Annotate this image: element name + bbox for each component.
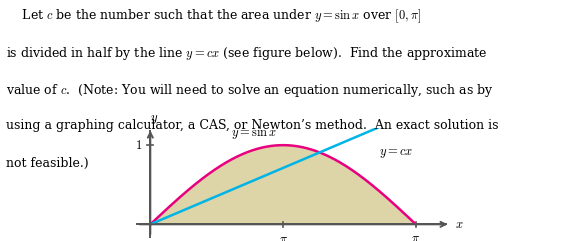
Text: $y$: $y$ (150, 113, 159, 126)
Text: not feasible.): not feasible.) (6, 157, 88, 170)
Text: using a graphing calculator, a CAS, or Newton’s method.  An exact solution is: using a graphing calculator, a CAS, or N… (6, 119, 498, 132)
Text: $y = cx$: $y = cx$ (378, 147, 413, 160)
Text: $\dfrac{\pi}{2}$: $\dfrac{\pi}{2}$ (279, 235, 288, 241)
Text: Let $c$ be the number such that the area under $y = \sin x$ over $[0, \pi]$: Let $c$ be the number such that the area… (6, 7, 421, 25)
Text: $y = \sin x$: $y = \sin x$ (231, 125, 276, 141)
Text: $1$: $1$ (135, 139, 142, 152)
Text: $\pi$: $\pi$ (412, 232, 421, 241)
Text: is divided in half by the line $y = cx$ (see figure below).  Find the approximat: is divided in half by the line $y = cx$ … (6, 45, 487, 62)
Text: value of $c$.  (Note: You will need to solve an equation numerically, such as by: value of $c$. (Note: You will need to so… (6, 82, 493, 99)
Text: $x$: $x$ (455, 218, 464, 231)
